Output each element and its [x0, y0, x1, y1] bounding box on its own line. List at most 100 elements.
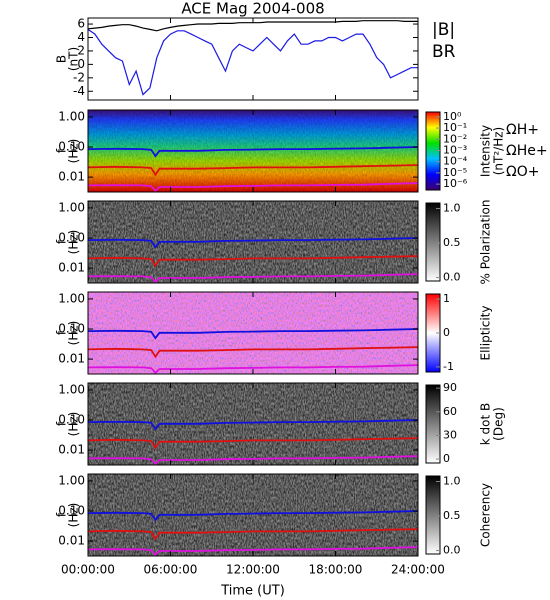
x-tick-label: 00:00:00: [61, 563, 115, 577]
colorbar-tick-label: -1: [443, 360, 454, 373]
colorbar-tick-label: 1: [443, 292, 450, 305]
y-tick-label: 0.01: [58, 443, 85, 457]
colorbar-tick-label: 10⁻⁵: [443, 166, 467, 179]
spectrogram-texture: [88, 474, 418, 556]
colorbar-label: (nT²/Hz): [492, 127, 506, 175]
y-axis-label: f: [55, 330, 69, 335]
spectrogram-texture: [88, 383, 418, 465]
colorbar-tick-label: 10⁻²: [443, 132, 467, 145]
x-tick-label: 18:00:00: [309, 563, 363, 577]
axes-frame: [87, 473, 419, 557]
cyclotron-line: [87, 510, 419, 522]
cyclotron-line: [87, 419, 419, 431]
colorbar-tick-label: 10⁰: [443, 110, 462, 123]
y-axis-label: (Hz): [67, 230, 81, 255]
cyclotron-line: [87, 237, 419, 249]
y-axis-label: (Hz): [67, 321, 81, 346]
axes-frame: [87, 200, 419, 284]
colorbar: [425, 202, 441, 282]
y-tick-label: -4: [73, 84, 85, 98]
colorbar-tick-label: 10⁻³: [443, 143, 467, 156]
x-tick-label: 24:00:00: [391, 563, 445, 577]
colorbar-tick-label: 10⁻¹: [443, 121, 467, 134]
cyclotron-line: [87, 328, 419, 340]
y-axis-label: B: [55, 55, 69, 63]
cyclotron-line: [87, 273, 419, 284]
y-axis-label: (Hz): [67, 139, 81, 164]
colorbar-tick-label: 0.5: [443, 509, 461, 522]
x-axis-label: Time (UT): [220, 584, 285, 599]
axes-frame: [87, 382, 419, 466]
y-tick-label: 6: [77, 17, 85, 31]
legend-label: |B|: [432, 20, 455, 40]
y-axis-label: f: [55, 239, 69, 244]
colorbar-tick-label: 0.0: [443, 544, 461, 557]
axes-frame: [87, 17, 419, 101]
colorbar: [425, 384, 441, 464]
plot-area: [88, 18, 418, 100]
y-tick-label: 1.00: [58, 473, 85, 487]
y-tick-label: 0.10: [58, 231, 85, 245]
colorbar: [425, 475, 441, 555]
colorbar-tick-label: 0.0: [443, 271, 461, 284]
cyclotron-line: [87, 146, 419, 158]
colorbar-tick-label: 0: [443, 326, 450, 339]
y-tick-label: 0: [77, 57, 85, 71]
y-axis-label: (Hz): [67, 412, 81, 437]
y-axis-label: (Hz): [67, 503, 81, 528]
legend-label: ΩO+: [506, 164, 539, 180]
legend-label: ΩHe+: [506, 143, 548, 159]
y-tick-label: 0.01: [58, 170, 85, 184]
y-tick-label: 0.10: [58, 140, 85, 154]
y-axis-label: f: [55, 512, 69, 517]
y-axis-label: f: [55, 148, 69, 153]
colorbar-tick-label: 1.0: [443, 202, 461, 215]
y-tick-label: -2: [73, 70, 85, 84]
colorbar-tick-label: 1.0: [443, 475, 461, 488]
spectrogram-texture: [88, 110, 418, 192]
y-tick-label: 0.10: [58, 322, 85, 336]
y-tick-label: 0.01: [58, 534, 85, 548]
cyclotron-line: [87, 255, 419, 268]
x-tick-label: 06:00:00: [144, 563, 198, 577]
legend-label: BR: [432, 42, 456, 62]
y-tick-label: 1.00: [58, 109, 85, 123]
y-tick-label: 0.01: [58, 261, 85, 275]
y-tick-label: 1.00: [58, 382, 85, 396]
colorbar-label: % Polarization: [479, 200, 493, 285]
spectrogram-texture: [88, 292, 418, 374]
colorbar-tick-label: 60: [443, 405, 457, 418]
colorbar-label: (Deg): [492, 407, 506, 441]
colorbar-label: Coherency: [479, 483, 493, 547]
cyclotron-line: [87, 346, 419, 359]
cyclotron-line: [87, 164, 419, 177]
y-tick-label: 1.00: [58, 291, 85, 305]
y-tick-label: 4: [77, 30, 85, 44]
colorbar-label: k dot B: [479, 403, 493, 445]
axes-frame: [87, 291, 419, 375]
colorbar-tick-label: 10⁻⁴: [443, 155, 468, 168]
cyclotron-line: [87, 455, 419, 466]
cyclotron-line: [87, 528, 419, 541]
cyclotron-line: [87, 546, 419, 557]
y-tick-label: 0.10: [58, 504, 85, 518]
y-tick-label: 1.00: [58, 200, 85, 214]
colorbar-label: Ellipticity: [479, 306, 493, 361]
colorbar-tick-label: 0.5: [443, 236, 461, 249]
y-axis-label: (nT): [67, 47, 81, 71]
y-axis-label: f: [55, 421, 69, 426]
cyclotron-line: [87, 437, 419, 450]
legend-label: ΩH+: [506, 122, 539, 138]
colorbar-tick-label: 10⁻⁶: [443, 177, 468, 190]
colorbar-tick-label: 90: [443, 381, 457, 394]
cyclotron-line: [87, 364, 419, 375]
colorbar-tick-label: 30: [443, 428, 457, 441]
data-line: [87, 28, 418, 96]
y-tick-label: 0.10: [58, 413, 85, 427]
y-tick-label: 0.01: [58, 352, 85, 366]
cyclotron-line: [87, 182, 419, 193]
colorbar: [425, 111, 441, 191]
chart-title: ACE Mag 2004-008: [181, 0, 324, 18]
colorbar-tick-label: 0: [443, 452, 450, 465]
